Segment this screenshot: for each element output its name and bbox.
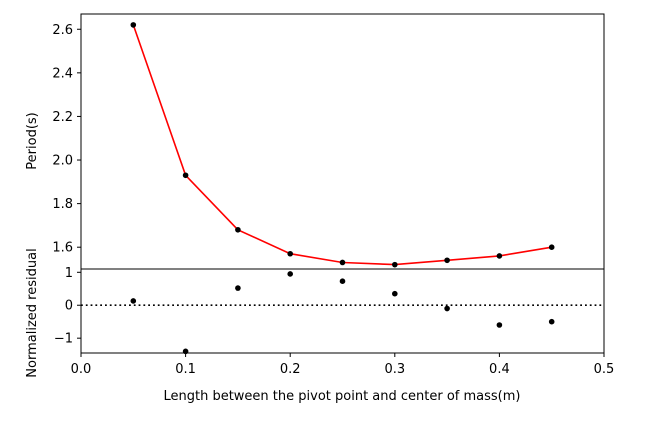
x-tick-label: 0.0 — [71, 362, 92, 377]
y-tick-label: 1 — [65, 266, 73, 281]
y-tick-label: 2.6 — [52, 23, 73, 38]
residual-panel: −1 0 1 0.0 0.1 0.2 0.3 0.4 0.5 — [54, 266, 615, 377]
y-tick-label: 2.2 — [52, 110, 73, 125]
y-tick-label: 0 — [65, 299, 73, 314]
residual-data-point — [548, 318, 555, 325]
period-data-point — [339, 259, 346, 266]
y-tick-label: 2.4 — [52, 66, 73, 81]
bottom-y-axis-label: Normalized residual — [25, 248, 40, 377]
top-y-axis-label: Period(s) — [25, 112, 40, 169]
residual-data-point — [287, 271, 294, 277]
period-data-point — [182, 172, 189, 179]
period-data-point — [392, 261, 398, 268]
axes-frame — [80, 13, 605, 270]
period-data-point — [130, 22, 137, 28]
period-data-point — [496, 253, 503, 259]
axes-frame — [80, 268, 605, 354]
residual-data-point — [392, 290, 398, 297]
period-fit-line — [132, 24, 552, 266]
period-data-point — [444, 257, 450, 264]
residual-data-point — [182, 348, 189, 355]
residual-data-point — [444, 305, 450, 312]
x-axis-label: Length between the pivot point and cente… — [163, 389, 520, 404]
period-panel: 1.6 1.8 2.0 2.2 2.4 2.6 — [52, 13, 605, 270]
residual-data-point — [235, 285, 241, 291]
x-tick-label: 0.2 — [280, 362, 301, 377]
period-data-point — [287, 250, 294, 257]
y-tick-label: −1 — [54, 332, 73, 347]
residual-data-point — [130, 298, 137, 304]
residual-data-point — [496, 322, 503, 328]
x-tick-label: 0.5 — [594, 362, 615, 377]
residual-data-point — [339, 278, 346, 284]
x-tick-label: 0.4 — [489, 362, 510, 377]
y-tick-label: 1.6 — [52, 241, 73, 256]
y-tick-label: 2.0 — [52, 154, 73, 169]
period-data-point — [235, 226, 241, 233]
period-data-point — [548, 244, 555, 251]
x-tick-label: 0.3 — [384, 362, 405, 377]
x-tick-label: 0.1 — [175, 362, 196, 377]
y-tick-label: 1.8 — [52, 197, 73, 212]
